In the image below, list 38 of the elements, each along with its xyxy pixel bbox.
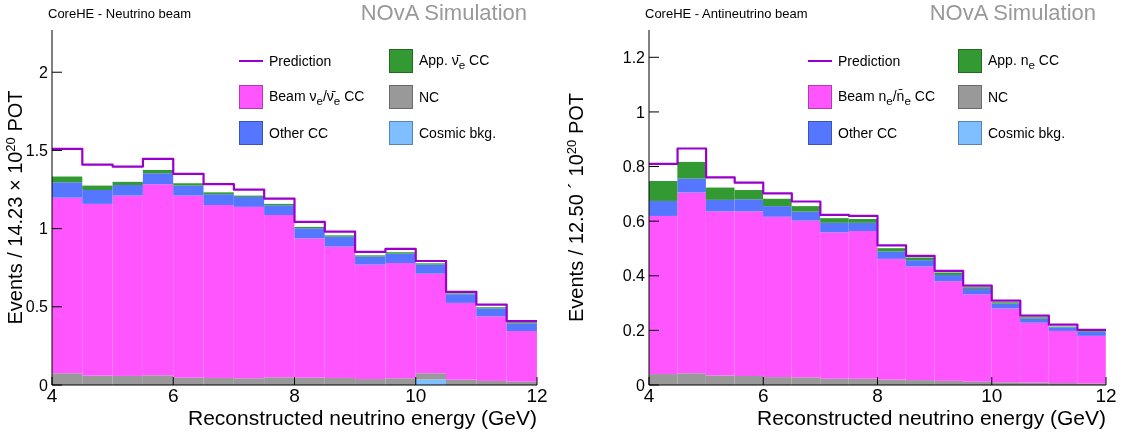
x-axis-title: Reconstructed neutrino energy (GeV): [187, 406, 537, 429]
x-tick-label: 12: [1095, 385, 1117, 407]
legend-label: Prediction: [838, 53, 901, 69]
x-tick-label: 10: [405, 385, 427, 407]
legend-label: Cosmic bkg.: [419, 125, 497, 141]
legend-label: Cosmic bkg.: [988, 125, 1066, 141]
text: NOvA Simulation: [360, 0, 527, 26]
x-tick-label: 10: [981, 385, 1003, 407]
x-tick-label: 12: [526, 385, 548, 407]
x-axis-title: Reconstructed neutrino energy (GeV): [756, 406, 1106, 429]
y-tick-label: 0.2: [622, 322, 646, 340]
y-tick-label: 0.5: [25, 298, 49, 316]
y-tick-label: 0.4: [622, 267, 646, 285]
legend-label: NC: [419, 89, 440, 105]
legend-label: App. n$_{e}$ CC: [988, 51, 1060, 71]
y-tick-label: 0: [636, 376, 646, 394]
y-tick-label: 1: [39, 220, 49, 238]
y-tick-label: 0.6: [622, 212, 646, 230]
text: NOvA Simulation: [929, 0, 1096, 26]
legend-label: Beam n$_{e}$/n̄$_{e}$ CC: [838, 87, 936, 107]
y-tick-label: 0.8: [622, 158, 646, 176]
legend-label: Prediction: [269, 53, 332, 69]
y-tick-label: 1.5: [25, 142, 49, 160]
chart-title: CoreHE - Antineutrino beam: [645, 6, 808, 21]
y-tick-label: 1: [636, 103, 646, 121]
x-tick-label: 8: [872, 385, 883, 407]
legend-label: NC: [988, 89, 1009, 105]
legend-label: Other CC: [269, 125, 329, 141]
legend-label: App. ν̄$_{e}$ CC: [419, 51, 490, 71]
x-tick-label: 8: [289, 385, 300, 407]
x-tick-label: 6: [167, 385, 179, 407]
legend-label: Other CC: [838, 125, 898, 141]
chart-title: CoreHE - Neutrino beam: [48, 6, 192, 21]
x-tick-label: 6: [757, 385, 769, 407]
y-tick-label: 0: [39, 376, 49, 394]
y-tick-label: 2: [39, 63, 49, 81]
y-tick-label: 1.2: [622, 48, 646, 66]
legend-label: Beam ν$_{e}$/ν̄$_{e}$ CC: [269, 87, 365, 107]
